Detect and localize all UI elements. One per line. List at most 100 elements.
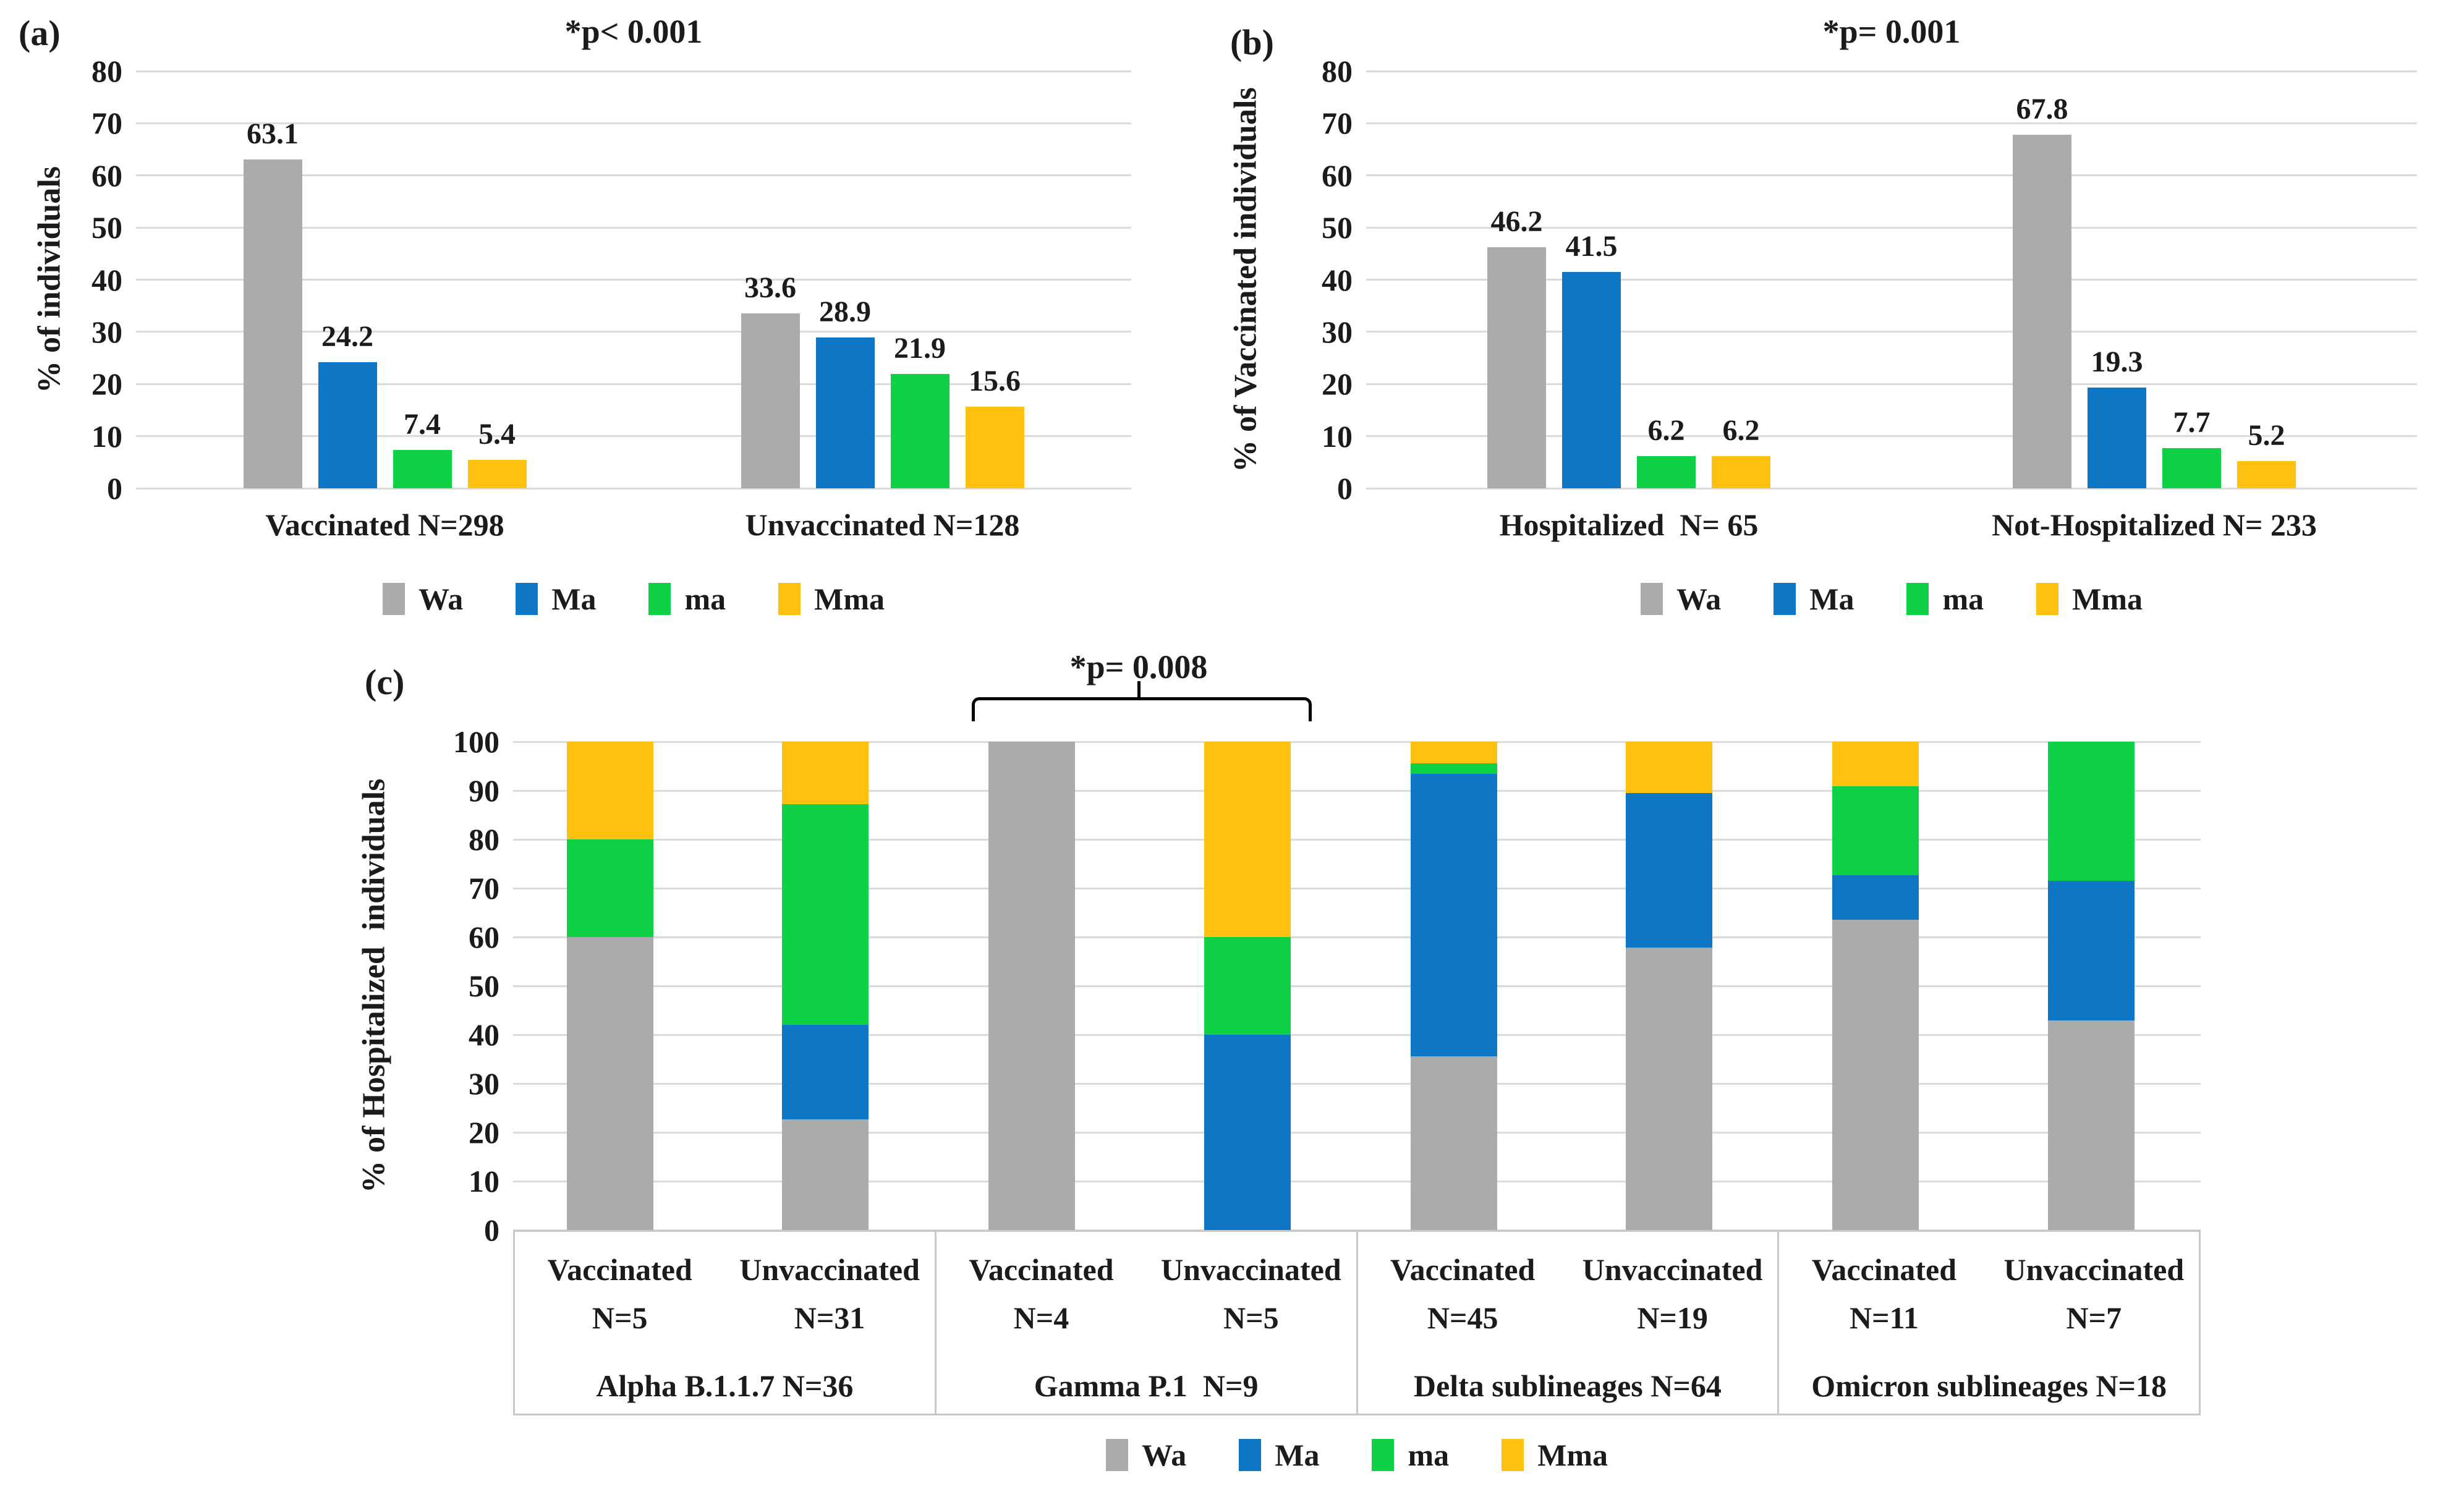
gridline	[136, 226, 1131, 229]
segment-Ma	[1410, 774, 1497, 1056]
panel-a-letter: (a)	[19, 13, 61, 53]
bar-head-label: Vaccinated	[547, 1252, 692, 1287]
legend-swatch-Mma	[1502, 1439, 1524, 1471]
bar-n-label: N=5	[1223, 1300, 1279, 1335]
bar-head-label: Unvaccinated	[739, 1252, 920, 1287]
bar-ma: 7.7	[2162, 406, 2221, 488]
bar-Ma: 41.5	[1562, 230, 1621, 488]
segment-Mma	[1410, 742, 1497, 763]
legend-item-ma: ma	[1906, 581, 1984, 617]
legend-swatch-Mma	[2036, 583, 2059, 615]
segment-Wa	[566, 937, 653, 1230]
legend-swatch-Ma	[1239, 1439, 1262, 1471]
legend-label-ma: ma	[1942, 582, 1984, 616]
stacked-bar	[566, 742, 653, 1230]
gridline	[1366, 487, 2417, 490]
legend-item-Wa: Wa	[1106, 1437, 1186, 1473]
panel-c: (c) *p= 0.008 % of Hospitalized individu…	[346, 643, 2269, 1489]
y-tick-label: 80	[91, 54, 122, 88]
y-tick-label: 40	[1322, 262, 1353, 297]
y-tick-label: 50	[1322, 210, 1353, 245]
bar-n-row: N=4 N=5	[937, 1300, 1356, 1336]
gridline	[513, 740, 2201, 743]
y-tick-label: 70	[1322, 106, 1353, 141]
bar-Mma: 5.2	[2237, 419, 2296, 488]
bar-n-row: N=45 N=19	[1358, 1300, 1778, 1336]
gridline	[513, 789, 2201, 792]
y-tick-label: 50	[469, 969, 499, 1003]
bar-head-label: Unvaccinated	[2003, 1252, 2185, 1287]
segment-ma	[1410, 763, 1497, 774]
legend-swatch-Ma	[516, 583, 538, 615]
panel-c-y-axis-ticks: 0 10 20 30 40 50 60 70 80 90 100	[433, 724, 507, 1247]
segment-Wa	[1832, 919, 1919, 1230]
gridline	[1366, 70, 2417, 72]
stacked-bar	[988, 742, 1076, 1230]
bar-groups: 46.2 41.5 6.2 6.2 67.8 19.3 7.7 5.2	[1366, 71, 2417, 488]
panel-a-category-labels: Vaccinated N=298 Unvaccinated N=128	[136, 507, 1131, 543]
panel-b-y-axis-ticks: 0 10 20 30 40 50 60 70 80	[1292, 54, 1360, 506]
bar-n-label: N=4	[1013, 1300, 1069, 1335]
y-tick-label: 100	[453, 724, 499, 759]
bar-value-label: 7.4	[404, 407, 441, 441]
y-tick-label: 20	[469, 1115, 499, 1150]
bar-n-label: N=19	[1637, 1300, 1708, 1335]
bar-heads-row: Vaccinated Unvaccinated	[515, 1252, 935, 1287]
segment-Ma	[1204, 1035, 1291, 1230]
bar-value-label: 21.9	[894, 332, 946, 365]
segment-ma	[566, 839, 653, 937]
variant-group-cell: Vaccinated Unvaccinated N=45 N=19 Delta subl…	[1358, 1232, 1780, 1414]
bar-value-label: 63.1	[247, 117, 299, 150]
legend-label-Wa: Wa	[1676, 582, 1722, 616]
stacked-bar	[1204, 742, 1291, 1230]
gridline	[1366, 279, 2417, 281]
bar-head-label: Unvaccinated	[1160, 1252, 1341, 1287]
y-tick-label: 10	[1322, 418, 1353, 454]
bar-value-label: 5.4	[478, 418, 516, 451]
bar-Mma: 6.2	[1712, 414, 1770, 488]
bar-value-label: 6.2	[1722, 414, 1760, 447]
panel-b-y-axis-label: % of Vaccinated individuals	[1228, 87, 1264, 472]
bar-value-label: 33.6	[744, 271, 796, 304]
legend-item-Wa: Wa	[383, 581, 463, 617]
gridline	[513, 887, 2201, 889]
bar-group: 46.2 41.5 6.2 6.2	[1366, 71, 1892, 488]
y-tick-label: 40	[469, 1017, 499, 1052]
legend-item-Mma: Mma	[2036, 581, 2143, 617]
bar-n-label: N=11	[1850, 1300, 1919, 1335]
legend-label-Ma: Ma	[1275, 1438, 1320, 1472]
segment-Ma	[2047, 881, 2135, 1021]
segment-Wa	[2047, 1020, 2135, 1230]
segment-Mma	[1832, 742, 1919, 786]
legend-label-Ma: Ma	[1809, 582, 1854, 616]
segment-Mma	[782, 742, 869, 805]
gridline	[513, 838, 2201, 841]
panel-c-legend: Wa Ma ma Mma	[513, 1437, 2201, 1473]
bar-heads-row: Vaccinated Unvaccinated	[937, 1252, 1356, 1287]
y-tick-label: 30	[91, 314, 122, 349]
gridline	[1366, 331, 2417, 333]
panel-b-category-labels: Hospitalized N= 65 Not-Hospitalized N= 23…	[1366, 507, 2417, 543]
gridline	[1366, 435, 2417, 438]
panel-a-legend: Wa Ma ma Mma	[136, 581, 1131, 617]
bar-value-label: 19.3	[2091, 346, 2143, 379]
y-tick-label: 20	[1322, 367, 1353, 402]
stacked-bar	[1832, 742, 1919, 1230]
gridline	[136, 122, 1131, 124]
legend-item-Mma: Mma	[1502, 1437, 1608, 1473]
bar-Wa: 67.8	[2013, 93, 2071, 488]
y-tick-label: 20	[91, 367, 122, 402]
bar-ma: 21.9	[890, 332, 949, 488]
bar-heads-row: Vaccinated Unvaccinated	[1358, 1252, 1778, 1287]
y-tick-label: 80	[469, 822, 499, 857]
bar-n-label: N=7	[2066, 1300, 2122, 1335]
gridline	[513, 1131, 2201, 1134]
bar-group: 67.8 19.3 7.7 5.2	[1892, 71, 2417, 488]
gridline	[1366, 122, 2417, 124]
segment-Wa	[988, 742, 1076, 1230]
bar-head-label: Vaccinated	[1811, 1252, 1957, 1287]
legend-label-Wa: Wa	[418, 582, 464, 616]
panel-c-plot-area	[513, 740, 2201, 1231]
variant-group-cell: Vaccinated Unvaccinated N=5 N=31 Alpha B.1.1…	[515, 1232, 937, 1414]
variant-group-label: Delta sublineages N=64	[1413, 1368, 1722, 1403]
